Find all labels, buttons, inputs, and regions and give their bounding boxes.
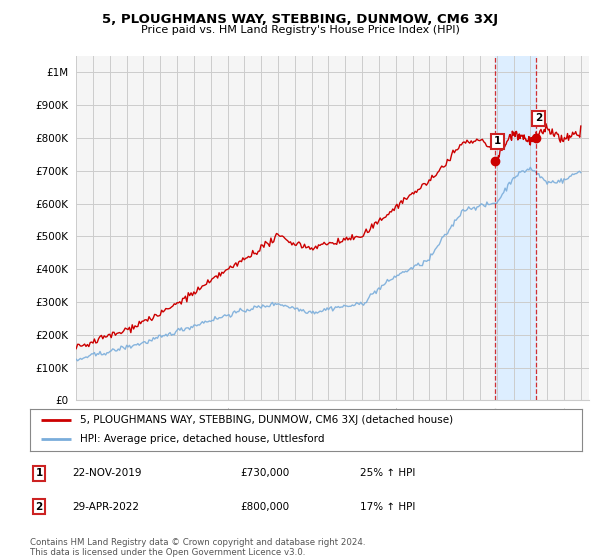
Text: 2: 2: [35, 502, 43, 512]
Text: 29-APR-2022: 29-APR-2022: [72, 502, 139, 512]
Text: 2: 2: [535, 113, 542, 123]
Text: 17% ↑ HPI: 17% ↑ HPI: [360, 502, 415, 512]
Bar: [495, 56, 536, 400]
Text: 1: 1: [494, 136, 501, 146]
Text: 5, PLOUGHMANS WAY, STEBBING, DUNMOW, CM6 3XJ: 5, PLOUGHMANS WAY, STEBBING, DUNMOW, CM6…: [102, 13, 498, 26]
Text: Contains HM Land Registry data © Crown copyright and database right 2024.
This d: Contains HM Land Registry data © Crown c…: [30, 538, 365, 557]
Text: 22-NOV-2019: 22-NOV-2019: [72, 468, 142, 478]
Text: £730,000: £730,000: [240, 468, 289, 478]
Text: £800,000: £800,000: [240, 502, 289, 512]
Text: HPI: Average price, detached house, Uttlesford: HPI: Average price, detached house, Uttl…: [80, 435, 324, 445]
Text: Price paid vs. HM Land Registry's House Price Index (HPI): Price paid vs. HM Land Registry's House …: [140, 25, 460, 35]
Text: 5, PLOUGHMANS WAY, STEBBING, DUNMOW, CM6 3XJ (detached house): 5, PLOUGHMANS WAY, STEBBING, DUNMOW, CM6…: [80, 415, 453, 425]
Text: 1: 1: [35, 468, 43, 478]
Text: 25% ↑ HPI: 25% ↑ HPI: [360, 468, 415, 478]
